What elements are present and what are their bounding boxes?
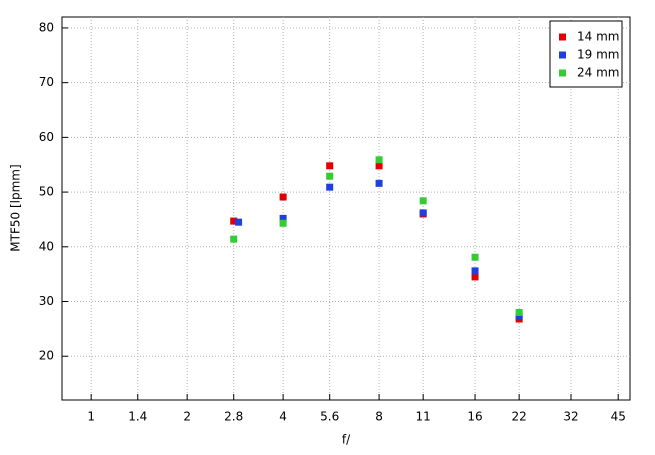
- point: [230, 235, 238, 243]
- x-tick-label: 32: [563, 410, 578, 424]
- legend-swatch: [559, 51, 566, 59]
- x-axis-label: f/: [342, 433, 351, 447]
- point: [515, 312, 523, 320]
- legend-swatch: [559, 33, 566, 41]
- point: [375, 162, 383, 170]
- point: [375, 156, 383, 164]
- y-tick-label: 50: [39, 185, 54, 199]
- x-tick-label: 1: [87, 410, 95, 424]
- y-tick-label: 20: [39, 349, 54, 363]
- x-tick-label: 22: [511, 410, 526, 424]
- y-tick-label: 30: [39, 294, 54, 308]
- point: [235, 218, 243, 226]
- x-tick-label: 1.4: [128, 410, 147, 424]
- point: [326, 183, 334, 191]
- legend-label: 24 mm: [577, 66, 619, 80]
- legend-label: 14 mm: [577, 30, 619, 44]
- x-tick-label: 5.6: [320, 410, 339, 424]
- x-tick-label: 16: [467, 410, 482, 424]
- legend-label: 19 mm: [577, 48, 619, 62]
- point: [515, 308, 523, 316]
- point: [419, 209, 427, 217]
- x-tick-label: 2.8: [224, 410, 243, 424]
- y-tick-label: 60: [39, 130, 54, 144]
- point: [279, 193, 287, 201]
- point: [419, 197, 427, 205]
- legend: 14 mm 19 mm 24 mm: [549, 20, 623, 88]
- y-tick-label: 70: [39, 75, 54, 89]
- point: [471, 267, 479, 275]
- plot-frame: [61, 16, 631, 401]
- x-tick-label: 4: [279, 410, 287, 424]
- point: [279, 214, 287, 222]
- x-tick-label: 2: [183, 410, 191, 424]
- point: [375, 179, 383, 187]
- point: [326, 162, 334, 170]
- point: [230, 217, 238, 225]
- point: [471, 273, 479, 281]
- y-axis-label: MTF50 [lpmm]: [9, 164, 23, 251]
- y-tick-label: 80: [39, 20, 54, 34]
- point: [326, 172, 334, 180]
- x-tick-label: 11: [416, 410, 431, 424]
- y-tick-label: 40: [39, 239, 54, 253]
- point: [279, 219, 287, 227]
- x-tick-label: 8: [375, 410, 383, 424]
- point: [471, 253, 479, 261]
- legend-swatch: [559, 69, 566, 77]
- x-tick-label: 45: [611, 410, 626, 424]
